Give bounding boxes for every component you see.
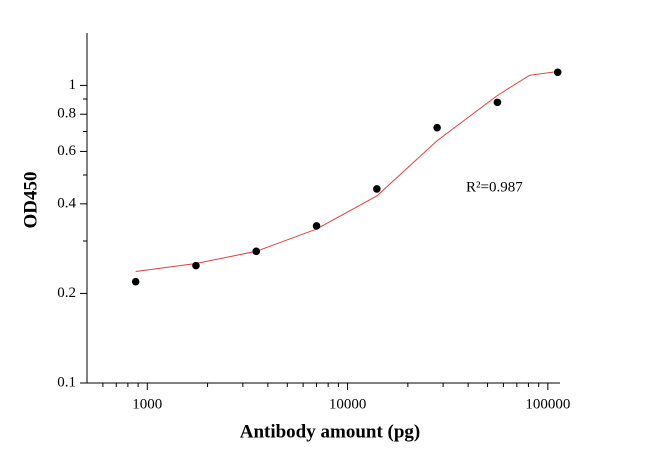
y-tick-label: 0.2 (57, 285, 76, 301)
y-tick-label: 0.6 (57, 143, 76, 159)
data-point (553, 68, 562, 77)
y-tick-label: 1 (69, 77, 77, 93)
x-tick-label: 10000 (329, 396, 367, 412)
data-point (493, 98, 502, 107)
y-tick-label: 0.1 (57, 374, 76, 390)
data-point (433, 123, 441, 132)
data-point (192, 261, 200, 270)
y-tick-label: 0.4 (57, 195, 76, 211)
data-point (373, 185, 381, 193)
data-point (252, 247, 261, 256)
y-tick-label: 0.8 (57, 106, 76, 122)
data-point (312, 222, 321, 230)
x-tick-label: 100000 (525, 396, 570, 412)
annotation: R²=0.987 (466, 179, 523, 195)
x-axis-title: Antibody amount (pg) (240, 421, 421, 442)
fit-curve (135, 71, 558, 272)
y-axis-title: OD450 (20, 172, 41, 229)
data-point (131, 277, 140, 286)
x-tick-label: 1000 (132, 396, 162, 412)
